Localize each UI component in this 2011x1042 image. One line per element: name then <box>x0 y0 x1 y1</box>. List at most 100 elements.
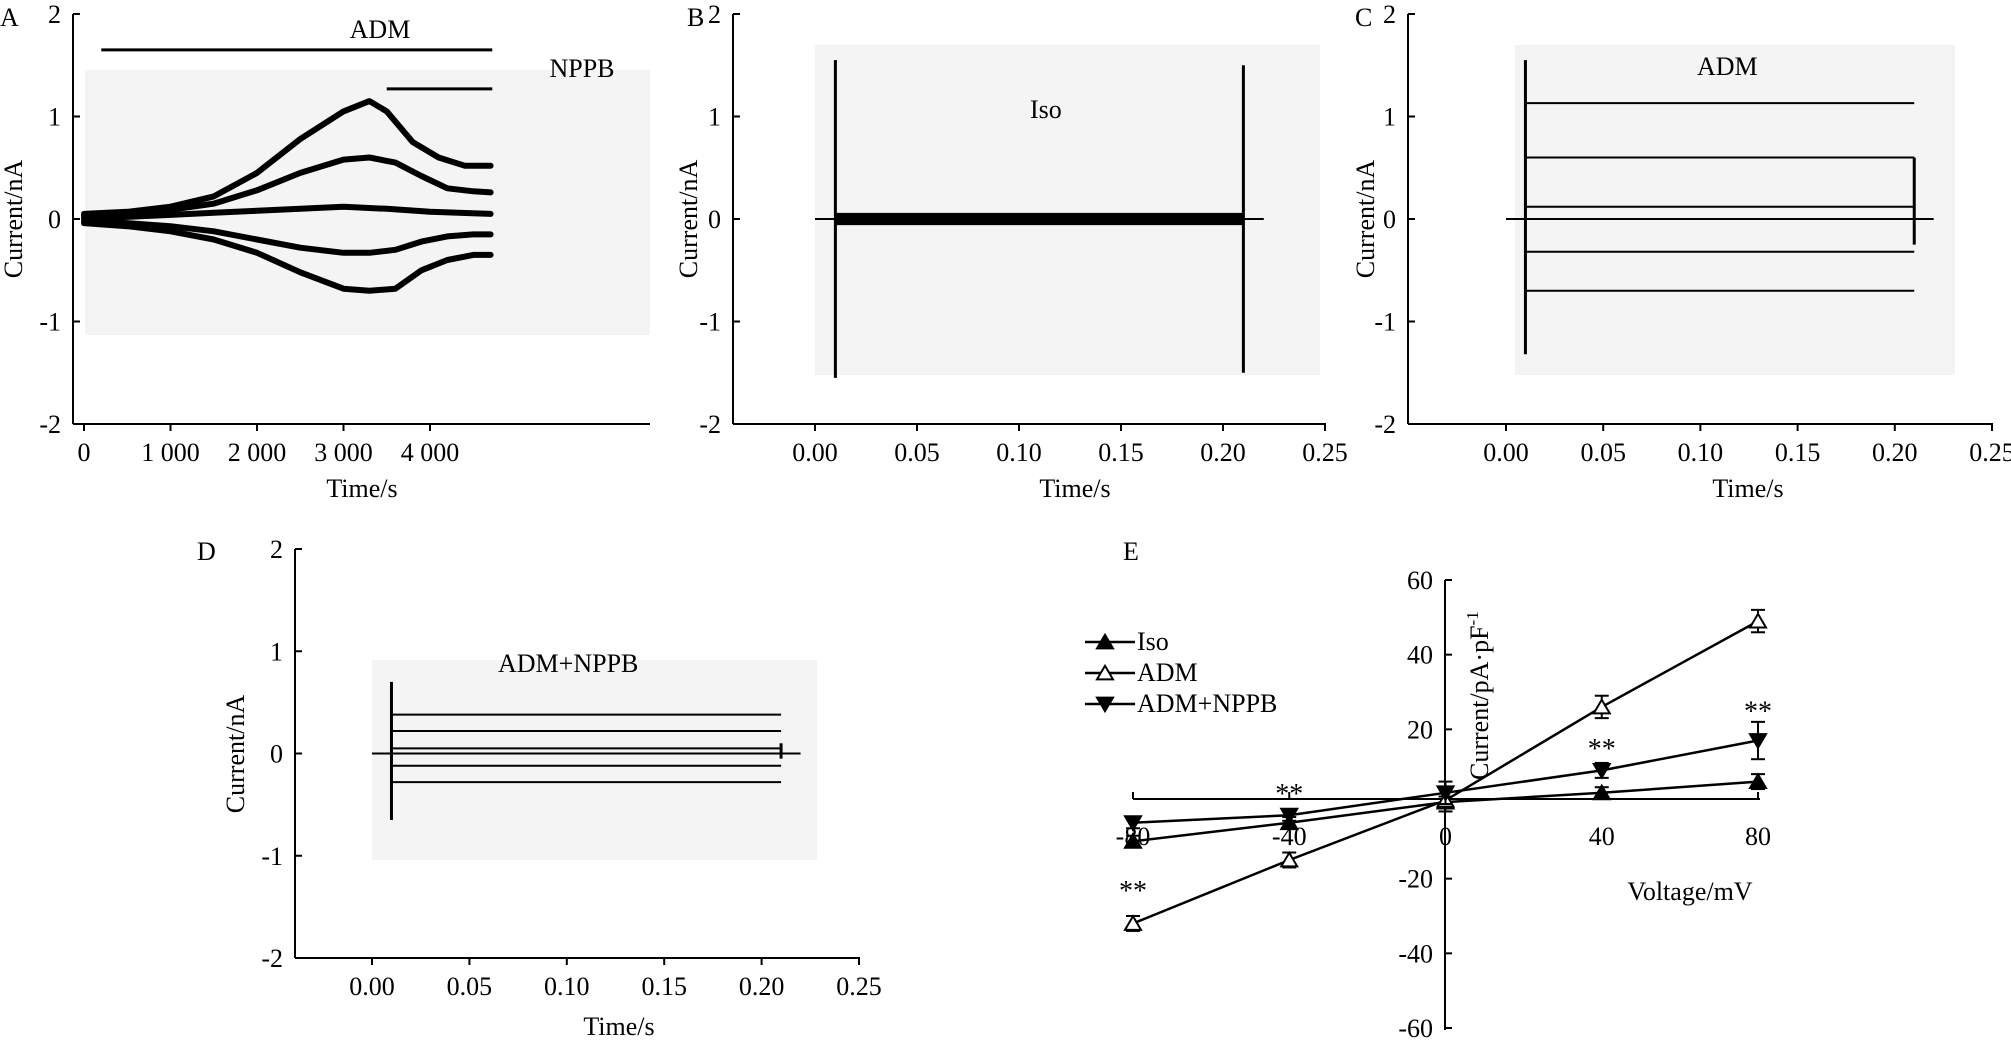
panel-e-y-label-superscript: -1 <box>1463 611 1482 625</box>
panel-c-series <box>1506 60 1934 355</box>
panel-a-series <box>81 98 494 294</box>
panel-e-significance-mark: ** <box>1744 697 1772 728</box>
panel-e-y-label: Current/pA·pF-1 <box>1463 611 1494 780</box>
panel-a-y-tick-label: -1 <box>39 308 61 337</box>
panel-a-y-tick-label: 0 <box>48 205 61 234</box>
panel-c-trace-background <box>1515 45 1955 375</box>
panel-e-y-tick-label: 20 <box>1407 715 1433 744</box>
panel-d-y-tick-label: -2 <box>261 944 283 973</box>
panel-b-y-ticks: -2 -1 0 1 2 <box>699 0 740 439</box>
panel-a-x-tick-label: 1 000 <box>141 438 200 467</box>
panel-b-letter: B <box>687 3 704 32</box>
panel-b-y-tick-label: -2 <box>699 410 721 439</box>
panel-c-y-ticks: -2 -1 0 1 2 <box>1374 0 1415 439</box>
panel-c-x-tick-label: 0.15 <box>1775 438 1821 467</box>
panel-d-x-tick-label: 0.20 <box>739 972 785 1001</box>
panel-b-x-label: Time/s <box>1039 474 1110 503</box>
panel-a-trace-series-1 <box>81 98 494 217</box>
panel-e-y-tick-label: -60 <box>1398 1014 1433 1042</box>
panel-e-x-tick-label: 0 <box>1439 822 1452 851</box>
panel-e-y-label-text: Current/pA·pF <box>1465 625 1494 780</box>
panel-d-y-tick-label: -1 <box>261 842 283 871</box>
panel-b-x-tick-label: 0.00 <box>792 438 838 467</box>
panel-e-x-tick-label: 80 <box>1745 822 1771 851</box>
panel-c-x-tick-label: 0.20 <box>1872 438 1918 467</box>
panel-b-y-label: Current/nA <box>674 160 703 279</box>
panel-a-annotation-label: NPPB <box>549 54 614 83</box>
panel-c-letter: C <box>1355 3 1372 32</box>
panel-a-y-tick-label: -2 <box>39 410 61 439</box>
panel-a-trace-series-3 <box>81 203 494 221</box>
panel-b-x-tick-label: 0.25 <box>1302 438 1348 467</box>
panel-e-y-tick-label: 40 <box>1407 641 1433 670</box>
panel-e-data-point <box>1592 697 1612 715</box>
panel-e-y-tick-label: -20 <box>1398 865 1433 894</box>
panel-e-data-point <box>1748 611 1768 629</box>
panel-a-y-tick-label: 2 <box>48 0 61 29</box>
panel-e-series <box>1123 608 1768 932</box>
panel-e-y-tick-label: -40 <box>1398 939 1433 968</box>
panel-e-data-point <box>1123 815 1143 832</box>
panel-c-x-tick-label: 0.05 <box>1580 438 1626 467</box>
panel-e-data-point <box>1123 914 1143 931</box>
panel-a: A -2 -1 0 1 2 0 1 000 2 000 3 000 4 000 Time/s C… <box>0 0 650 503</box>
panel-a-y-ticks: -2 -1 0 1 2 <box>39 0 80 439</box>
panel-e-x-label: Voltage/mV <box>1627 877 1752 906</box>
panel-b-y-tick-label: 1 <box>708 103 721 132</box>
panel-e-data-point <box>1435 785 1456 802</box>
panel-b-y-tick-label: -1 <box>699 308 721 337</box>
svg-text:Current/pA·pF-1: Current/pA·pF-1 <box>1463 611 1494 780</box>
panel-e-significance-mark: ** <box>1275 779 1303 810</box>
panel-e-significance-mark: ** <box>1119 876 1147 907</box>
panel-e-legend-marker <box>1095 663 1115 681</box>
panel-c-x-tick-label: 0.25 <box>1969 438 2011 467</box>
panel-d-x-tick-label: 0.10 <box>544 972 590 1001</box>
panel-b-x-tick-label: 0.15 <box>1098 438 1144 467</box>
panel-c-x-tick-label: 0.00 <box>1483 438 1529 467</box>
panel-a-x-label: Time/s <box>326 474 397 503</box>
panel-c-y-label: Current/nA <box>1351 160 1380 279</box>
panel-c: C -2 -1 0 1 2 0.00 0.05 0.10 0.15 0.20 0.25 Time/… <box>1351 0 2011 503</box>
panel-b-trace-background <box>815 45 1320 375</box>
panel-a-y-label: Current/nA <box>0 160 28 279</box>
panel-e-data-point <box>1279 807 1299 825</box>
panel-d-y-tick-label: 2 <box>270 535 283 564</box>
panel-d-y-label: Current/nA <box>221 695 250 814</box>
panel-b-x-tick-label: 0.10 <box>996 438 1042 467</box>
panel-c-y-tick-label: -2 <box>1374 410 1396 439</box>
panel-b-series <box>815 60 1264 378</box>
panel-e-x-tick-label: 40 <box>1589 822 1615 851</box>
panel-e-data-point <box>1748 733 1768 750</box>
panel-b-x-tick-label: 0.20 <box>1200 438 1246 467</box>
panel-e-legend-marker <box>1095 632 1115 650</box>
panel-a-x-tick-label: 2 000 <box>228 438 287 467</box>
panel-c-x-label: Time/s <box>1712 474 1783 503</box>
panel-e-significance-mark: ** <box>1588 734 1616 765</box>
panel-e-significance: ** ** ** ** <box>1119 697 1772 907</box>
panel-a-annotation-label: ADM <box>350 15 411 44</box>
panel-a-x-ticks: 0 1 000 2 000 3 000 4 000 <box>78 424 460 467</box>
panel-a-trace-series-2 <box>81 154 494 219</box>
panel-e-legend-label: ADM <box>1137 658 1198 687</box>
panel-c-y-tick-label: 0 <box>1383 205 1396 234</box>
panel-c-condition-label: ADM <box>1697 52 1758 81</box>
panel-a-trace-series-5 <box>81 220 494 294</box>
panel-d-x-tick-label: 0.00 <box>349 972 395 1001</box>
panel-b-x-tick-label: 0.05 <box>894 438 940 467</box>
panel-a-x-tick-label: 4 000 <box>401 438 460 467</box>
panel-d-x-ticks: 0.00 0.05 0.10 0.15 0.20 0.25 <box>349 958 882 1001</box>
panel-b-x-ticks: 0.00 0.05 0.10 0.15 0.20 0.25 <box>792 424 1348 467</box>
panel-e-y-tick-label: 60 <box>1407 566 1433 595</box>
panel-d-letter: D <box>197 537 216 566</box>
panel-d-y-tick-label: 0 <box>270 740 283 769</box>
panel-c-x-ticks: 0.00 0.05 0.10 0.15 0.20 0.25 <box>1483 424 2011 467</box>
panel-e-data-point <box>1748 772 1768 789</box>
panel-e-y-ticks: -60 -40 -20 20 40 60 <box>1398 566 1452 1042</box>
panel-b: B -2 -1 0 1 2 0.00 0.05 0.10 0.15 0.20 0.25 Time/… <box>674 0 1348 503</box>
panel-b-y-tick-label: 0 <box>708 205 721 234</box>
panel-d-x-label: Time/s <box>583 1012 654 1041</box>
panel-d-x-tick-label: 0.25 <box>836 972 882 1001</box>
